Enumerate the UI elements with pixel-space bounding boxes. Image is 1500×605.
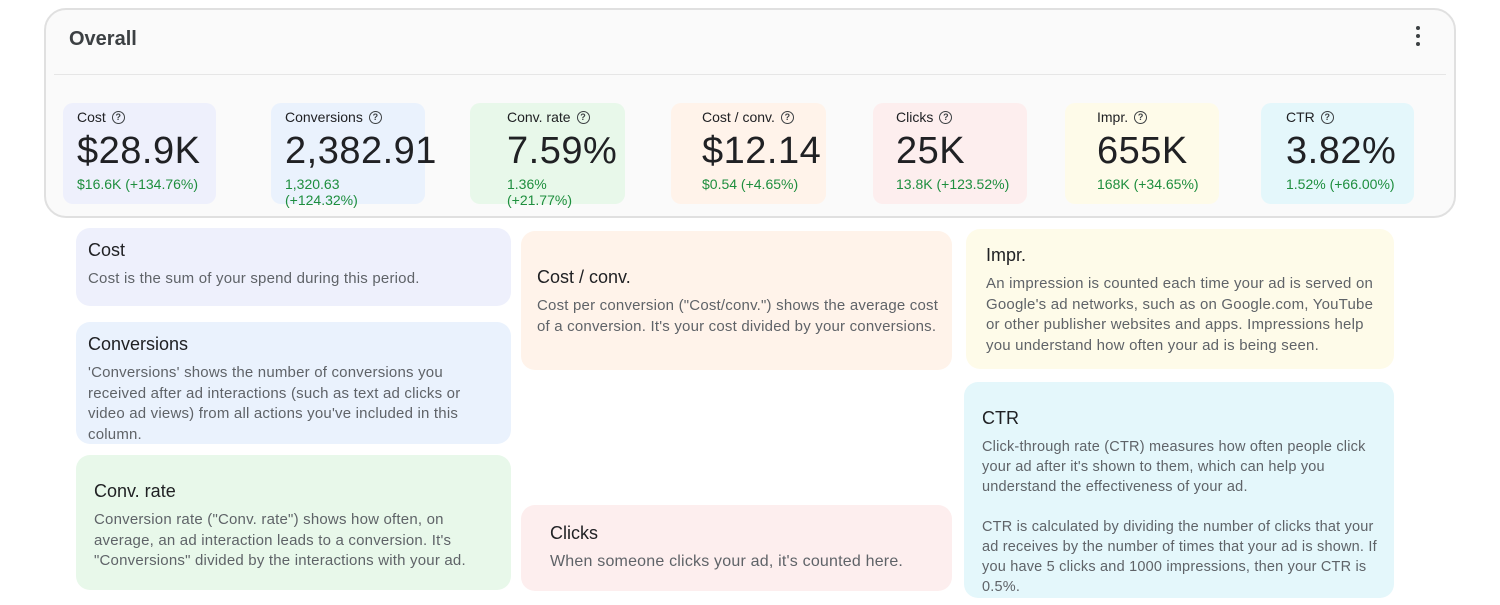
tooltip-body: Cost is the sum of your spend during thi… [88,270,420,287]
tooltip-body: When someone clicks your ad, it's counte… [550,553,904,570]
metric-label: Conv. rate [507,109,571,125]
metric-conv-rate[interactable]: Conv. rate? 7.59% 1.36% (+21.77%) [470,103,625,208]
metric-value: 7.59% [507,130,618,172]
metric-label: Impr. [1097,109,1129,125]
metric-value: 25K [896,130,966,172]
tooltip-clicks: Clicks When someone clicks your ad, it's… [521,505,952,591]
metric-delta: $0.54 (+4.65%) [702,176,799,192]
tooltip-body: Cost per conversion ("Cost/conv.") shows… [537,297,939,335]
tooltip-cost-per-conv: Cost / conv. Cost per conversion ("Cost/… [521,231,952,370]
metric-label: Cost / conv. [702,109,775,125]
help-circle-icon[interactable]: ? [111,110,125,124]
tooltip-paragraph: CTR is calculated by dividing the number… [982,519,1377,595]
help-circle-icon[interactable]: ? [1134,110,1148,124]
metric-delta: 1.52% (+66.00%) [1286,176,1395,192]
tooltip-title: Conv. rate [94,481,176,501]
metric-label: Cost [77,109,106,125]
help-circle-icon[interactable]: ? [368,110,382,124]
tooltip-cost: Cost Cost is the sum of your spend durin… [76,228,511,306]
metric-delta: 13.8K (+123.52%) [896,176,1010,192]
metric-conversions[interactable]: Conversions? 2,382.91 1,320.63 (+124.32%… [271,103,437,208]
more-vert-icon[interactable] [1408,24,1428,48]
metric-delta: 1,320.63 (+124.32%) [285,176,358,208]
metric-value: 655K [1097,130,1188,172]
metric-cost-per-conv[interactable]: Cost / conv.? $12.14 $0.54 (+4.65%) [671,103,826,204]
overall-card: Overall Cost? $28.9K $16.6K (+134.76%) C… [44,8,1456,218]
tooltip-conversions: Conversions 'Conversions' shows the numb… [76,322,511,444]
metric-delta: $16.6K (+134.76%) [77,176,199,192]
tooltip-title: Cost [88,240,126,260]
card-title: Overall [69,28,137,50]
metric-value: $28.9K [77,130,201,172]
tooltip-body: Click-through rate (CTR) measures how of… [982,437,1382,597]
tooltip-body: 'Conversions' shows the number of conver… [88,364,461,443]
tooltip-ctr: CTR Click-through rate (CTR) measures ho… [964,382,1394,598]
divider [54,74,1446,75]
help-circle-icon[interactable]: ? [576,110,590,124]
metric-value: 3.82% [1286,130,1397,172]
metric-cost[interactable]: Cost? $28.9K $16.6K (+134.76%) [63,103,216,204]
tooltip-title: Impr. [986,245,1027,265]
metric-ctr[interactable]: CTR? 3.82% 1.52% (+66.00%) [1261,103,1414,204]
metric-value: 2,382.91 [285,130,437,172]
metric-delta: 1.36% (+21.77%) [507,176,572,208]
tooltip-paragraph: Click-through rate (CTR) measures how of… [982,439,1366,495]
metric-delta: 168K (+34.65%) [1097,176,1199,192]
tooltip-body: Conversion rate ("Conv. rate") shows how… [94,511,466,569]
metric-impr[interactable]: Impr.? 655K 168K (+34.65%) [1065,103,1219,204]
metric-label: CTR [1286,109,1315,125]
tooltip-title: Clicks [550,523,598,543]
metric-label: Conversions [285,109,363,125]
metric-clicks[interactable]: Clicks? 25K 13.8K (+123.52%) [873,103,1027,204]
tooltip-title: Conversions [88,334,189,354]
tooltip-conv-rate: Conv. rate Conversion rate ("Conv. rate"… [76,455,511,590]
help-circle-icon[interactable]: ? [780,110,794,124]
tooltip-title: Cost / conv. [537,267,631,287]
tooltip-body: An impression is counted each time your … [986,275,1374,354]
tooltip-impr: Impr. An impression is counted each time… [966,229,1394,369]
metric-label: Clicks [896,109,934,125]
tooltip-title: CTR [982,408,1019,428]
help-circle-icon[interactable]: ? [939,110,953,124]
metric-value: $12.14 [702,130,822,172]
help-circle-icon[interactable]: ? [1320,110,1334,124]
